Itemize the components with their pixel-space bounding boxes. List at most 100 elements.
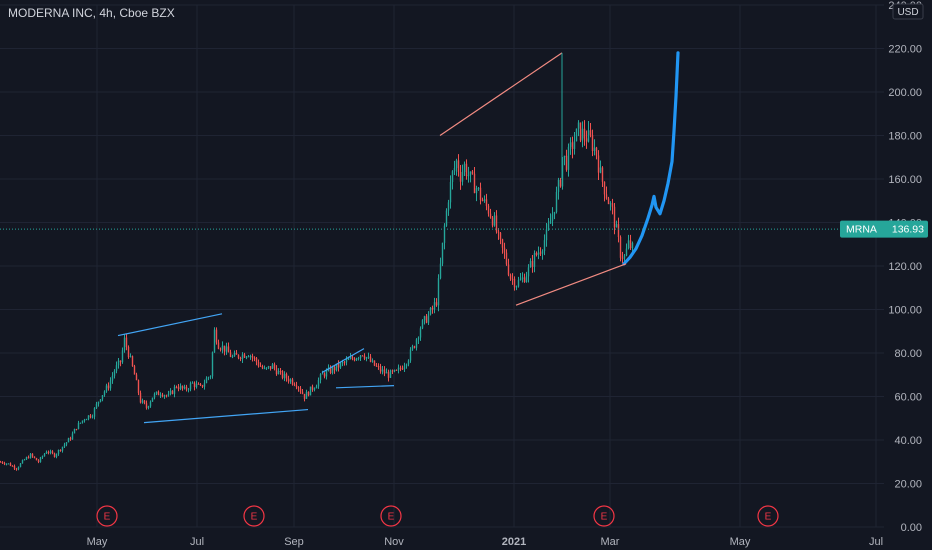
earnings-marker[interactable]: E (593, 505, 615, 527)
candle-body (445, 210, 448, 226)
candle-body (601, 167, 604, 182)
candle-body (85, 419, 88, 421)
candle-body (475, 188, 478, 194)
last-price-tag-box (840, 220, 928, 238)
candle-body (359, 355, 362, 359)
candle-body (553, 211, 556, 215)
candle-body (145, 403, 148, 408)
candle-body (563, 155, 566, 158)
earnings-marker[interactable]: E (380, 505, 402, 527)
candle-body (285, 373, 288, 379)
candle-body (353, 358, 356, 361)
earnings-marker[interactable]: E (757, 505, 779, 527)
candle-body (539, 252, 542, 254)
earnings-marker-label: E (388, 512, 395, 523)
projection-series (622, 51, 680, 266)
candle-body (139, 392, 142, 403)
candle-body (271, 364, 274, 369)
candle-body (443, 225, 446, 243)
candle-body (591, 135, 594, 151)
candle-body (351, 357, 354, 359)
candle-body (245, 356, 248, 358)
candle-body (121, 350, 124, 363)
earnings-marker[interactable]: E (243, 505, 265, 527)
candle-body (171, 390, 174, 394)
candle-body (365, 357, 368, 359)
candle-body (343, 362, 346, 364)
y-tick-label: 60.00 (894, 392, 922, 404)
candle-body (379, 366, 382, 372)
candle-body (141, 400, 144, 403)
candle-body (323, 373, 326, 377)
y-tick-label: 100.00 (888, 305, 922, 317)
last-price-tag: MRNA 136.93 (840, 220, 928, 238)
time-axis[interactable]: May Jul Sep Nov 2021 Mar May Jul (87, 536, 883, 548)
candle-body (517, 280, 520, 287)
candle-body (195, 383, 198, 388)
candle-body (217, 342, 220, 349)
candle-body (127, 346, 130, 357)
candle-body (229, 352, 232, 357)
y-tick-label: 20.00 (894, 479, 922, 491)
candle-body (329, 367, 332, 373)
earnings-marker-label: E (601, 512, 608, 523)
candle-body (59, 449, 62, 451)
candle-body (117, 360, 120, 366)
candle-body (333, 366, 336, 371)
candle-body (421, 320, 424, 329)
candle-body (505, 252, 508, 265)
y-tick-label: 180.00 (888, 131, 922, 143)
candle-body (321, 373, 324, 375)
candle-body (203, 383, 206, 387)
x-tick-label: Sep (284, 536, 304, 548)
candle-body (133, 366, 136, 375)
candle-body (619, 237, 622, 258)
candle-body (385, 372, 388, 374)
candle-body (231, 356, 234, 358)
candle-body (77, 423, 80, 430)
candle-body (221, 345, 224, 350)
candle-body (189, 383, 192, 390)
candle-body (439, 263, 442, 279)
candle-body (87, 415, 90, 420)
candle-body (83, 419, 86, 421)
candle-body (265, 367, 268, 369)
candle-body (65, 442, 68, 445)
currency-label: USD (897, 7, 918, 18)
candle-body (297, 387, 300, 389)
candle-body (603, 181, 606, 195)
candle-body (99, 399, 102, 402)
candle-body (95, 403, 98, 409)
candle-body (81, 420, 84, 423)
candle-body (47, 451, 50, 453)
candle-body (541, 251, 544, 254)
candle-body (631, 242, 634, 249)
candle-body (237, 354, 240, 358)
candle-body (477, 187, 480, 189)
earnings-marker[interactable]: E (96, 505, 118, 527)
candle-body (283, 373, 286, 378)
candle-body (21, 460, 24, 464)
candle-body (291, 379, 294, 385)
x-tick-label: Mar (601, 536, 620, 548)
candle-body (5, 463, 8, 465)
candle-body (615, 224, 618, 228)
earnings-marker-circle (96, 505, 118, 527)
candle-body (165, 395, 168, 397)
candle-body (159, 394, 162, 396)
candle-body (279, 371, 282, 373)
candle-body (223, 345, 226, 352)
y-tick-label: 80.00 (894, 348, 922, 360)
candle-body (91, 416, 94, 418)
currency-badge[interactable]: USD (892, 3, 924, 20)
candle-body (455, 160, 458, 169)
candle-body (233, 352, 236, 357)
candle-body (375, 365, 378, 367)
candle-body (575, 128, 578, 142)
candle-body (15, 468, 18, 470)
candle-body (241, 354, 244, 359)
candle-body (289, 379, 292, 382)
candle-body (617, 224, 620, 238)
